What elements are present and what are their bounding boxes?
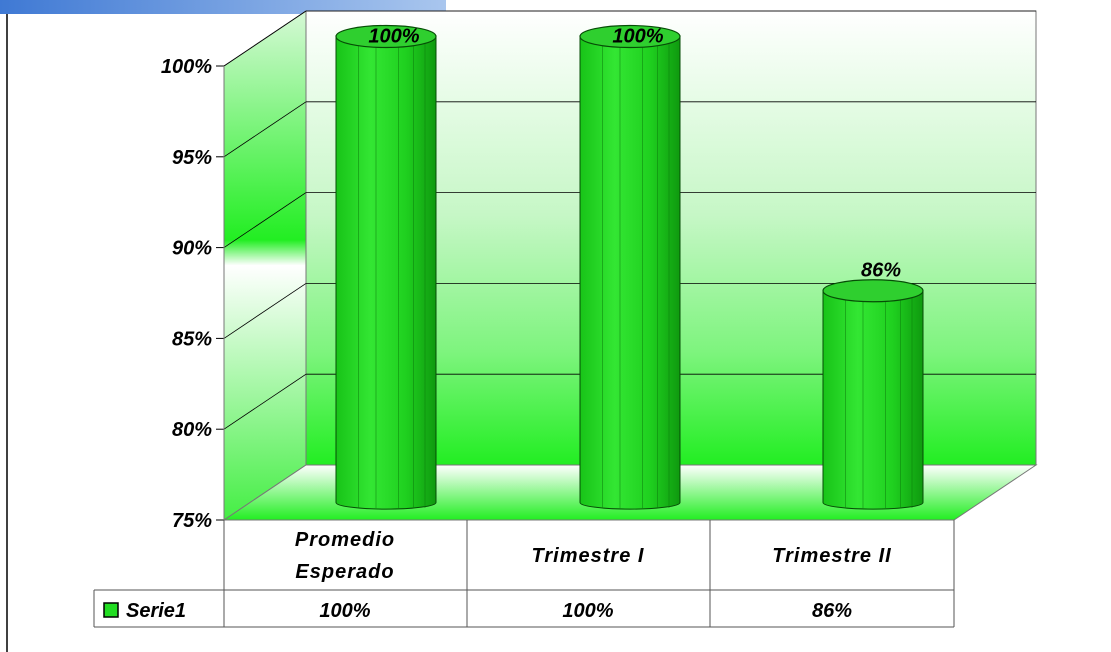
- data-label-1: 100%: [612, 26, 663, 48]
- table-value-1: 100%: [562, 600, 613, 622]
- side-gridline: [223, 10, 307, 67]
- bar-2: [822, 279, 924, 510]
- side-gridline: [223, 192, 307, 248]
- y-tick-label: 80%: [172, 419, 212, 441]
- y-axis: 75% 80% 85% 90% 95% 100%: [161, 56, 225, 532]
- bar-body: [579, 36, 681, 510]
- side-gridline: [223, 283, 307, 339]
- table-value-2: 86%: [812, 600, 852, 622]
- bar-body: [335, 36, 437, 510]
- bar-0: [335, 24, 437, 510]
- bar-top: [335, 24, 437, 49]
- legend-label: Serie1: [126, 600, 186, 622]
- legend-swatch: [103, 602, 119, 618]
- y-tick-label: 95%: [172, 147, 212, 169]
- data-label-0: 100%: [368, 26, 419, 48]
- y-tick-label: 90%: [172, 238, 212, 260]
- category-label-0: Promedio Esperado: [295, 529, 395, 583]
- table-value-0: 100%: [319, 600, 370, 622]
- data-labels: 100% 100% 86%: [368, 26, 901, 282]
- side-gridline: [223, 101, 307, 158]
- bar-body: [822, 290, 924, 510]
- category-label-0-line-1: Promedio: [295, 529, 395, 551]
- category-label-2: Trimestre II: [772, 545, 891, 567]
- category-label-0-line-2: Esperado: [295, 561, 394, 583]
- y-tick-label: 75%: [172, 510, 212, 532]
- side-wall: [223, 10, 307, 521]
- data-table: Promedio Esperado Trimestre I Trimestre …: [93, 520, 955, 628]
- side-gridline: [223, 373, 307, 430]
- bars: [335, 24, 924, 510]
- category-label-1: Trimestre I: [532, 545, 645, 567]
- bar-top: [579, 24, 681, 49]
- y-tick-label: 85%: [172, 328, 212, 350]
- bar-top: [822, 279, 924, 303]
- data-label-2: 86%: [861, 260, 901, 282]
- y-tick-label: 100%: [161, 56, 212, 78]
- bar-1: [579, 24, 681, 510]
